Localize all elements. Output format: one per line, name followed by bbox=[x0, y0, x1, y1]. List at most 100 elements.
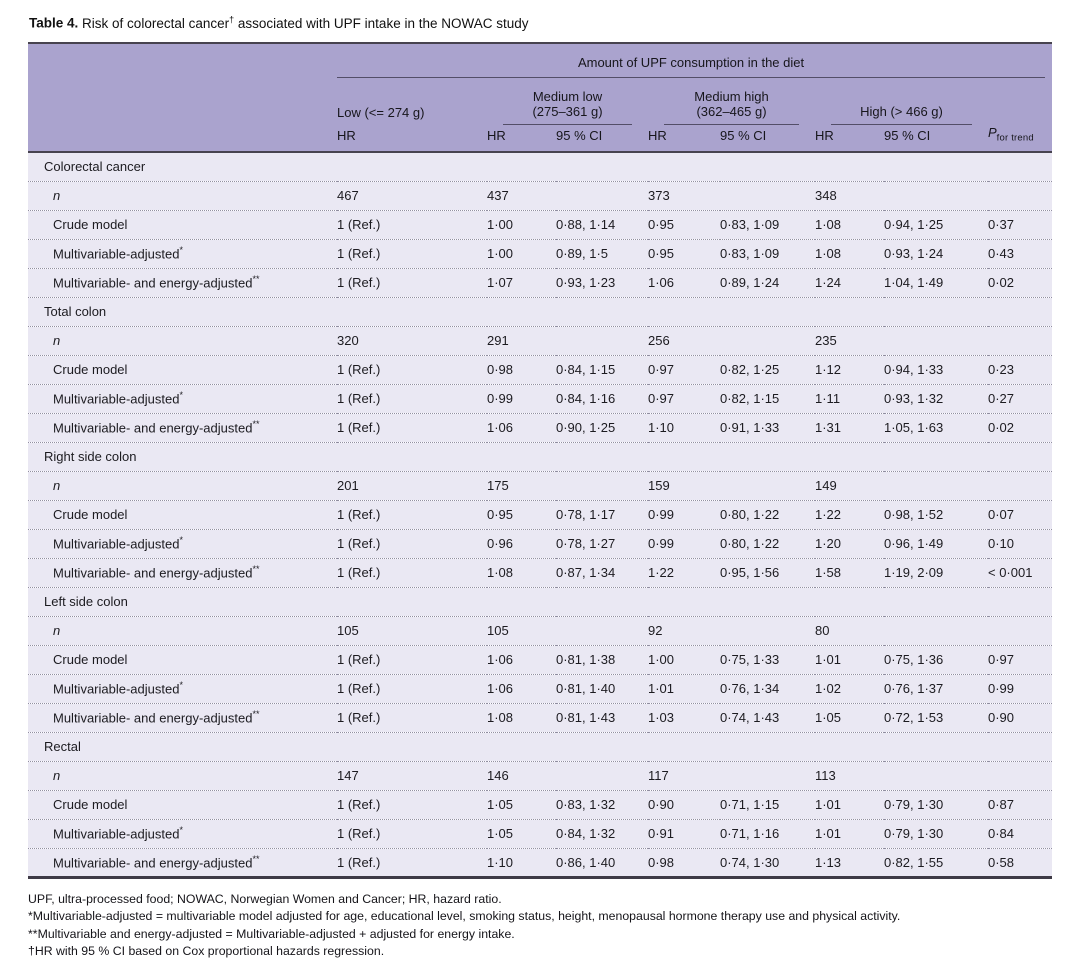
value-cell bbox=[988, 326, 1053, 356]
footnotes: UPF, ultra-processed food; NOWAC, Norweg… bbox=[28, 891, 1052, 961]
table-header: Amount of UPF consumption in the diet Lo… bbox=[28, 42, 1053, 153]
value-cell: 1 (Ref.) bbox=[337, 355, 487, 385]
value-cell: 92 bbox=[648, 616, 720, 646]
value-cell: 0·74, 1·30 bbox=[720, 848, 815, 878]
value-cell: 1·13 bbox=[815, 848, 884, 878]
value-cell: 0·43 bbox=[988, 239, 1053, 269]
value-cell: 0·93, 1·32 bbox=[884, 384, 988, 414]
value-cell: 0·10 bbox=[988, 529, 1053, 559]
subheader-hr-low: HR bbox=[337, 124, 487, 153]
spanner-heading: Amount of UPF consumption in the diet bbox=[337, 42, 1053, 79]
value-cell: 0·75, 1·33 bbox=[720, 645, 815, 675]
value-cell: 1·22 bbox=[648, 558, 720, 588]
value-cell: 1·08 bbox=[815, 239, 884, 269]
row-label: Multivariable-adjusted* bbox=[28, 529, 337, 559]
value-cell: 149 bbox=[815, 471, 884, 501]
value-cell bbox=[884, 326, 988, 356]
value-cell: 0·81, 1·43 bbox=[556, 703, 648, 733]
data-row: Multivariable- and energy-adjusted** 1 (R… bbox=[28, 413, 1053, 443]
row-label: Multivariable-adjusted* bbox=[28, 239, 337, 269]
value-cell: 0·71, 1·16 bbox=[720, 819, 815, 849]
data-row: Crude model 1 (Ref.) 0·95 0·78, 1·17 0·99 0·8… bbox=[28, 500, 1053, 530]
value-cell: 0·93, 1·23 bbox=[556, 268, 648, 298]
value-cell bbox=[720, 761, 815, 791]
value-cell: 0·96 bbox=[487, 529, 556, 559]
value-cell: 0·94, 1·33 bbox=[884, 355, 988, 385]
row-label: Multivariable- and energy-adjusted** bbox=[28, 848, 337, 878]
value-cell: 0·91 bbox=[648, 819, 720, 849]
row-label: n bbox=[28, 326, 337, 356]
data-row: Multivariable-adjusted* 1 (Ref.) 1·05 0·84,… bbox=[28, 819, 1053, 849]
table-title: Table 4. Risk of colorectal cancer† asso… bbox=[29, 11, 1052, 32]
footnote-marker: * bbox=[179, 390, 183, 401]
value-cell: 1·11 bbox=[815, 384, 884, 414]
value-cell: 1·12 bbox=[815, 355, 884, 385]
value-cell: 1·01 bbox=[648, 674, 720, 704]
value-cell: 0·90 bbox=[988, 703, 1053, 733]
value-cell: 1·06 bbox=[487, 645, 556, 675]
row-label: Crude model bbox=[28, 355, 337, 385]
value-cell bbox=[988, 761, 1053, 791]
data-row: Multivariable-adjusted* 1 (Ref.) 1·00 0·89,… bbox=[28, 239, 1053, 269]
value-cell: 0·98, 1·52 bbox=[884, 500, 988, 530]
data-row: n 320 291 256 235 bbox=[28, 326, 1053, 356]
value-cell bbox=[556, 616, 648, 646]
footnote-marker: ** bbox=[252, 564, 260, 575]
section-row: Colorectal cancer bbox=[28, 152, 1053, 182]
value-cell bbox=[556, 471, 648, 501]
value-cell: 1·05 bbox=[815, 703, 884, 733]
footnote-multivariable: *Multivariable-adjusted = multivariable … bbox=[28, 909, 901, 924]
footnote-dagger: †HR with 95 % CI based on Cox proportion… bbox=[28, 944, 385, 959]
data-row: n 105 105 92 80 bbox=[28, 616, 1053, 646]
value-cell bbox=[884, 616, 988, 646]
value-cell: 117 bbox=[648, 761, 720, 791]
value-cell: 0·80, 1·22 bbox=[720, 500, 815, 530]
value-cell: 0·75, 1·36 bbox=[884, 645, 988, 675]
value-cell: 0·79, 1·30 bbox=[884, 790, 988, 820]
row-label: n bbox=[28, 471, 337, 501]
group-heading-low: Low (<= 274 g) bbox=[337, 78, 487, 125]
value-cell: 1·00 bbox=[487, 210, 556, 240]
section-title: Rectal bbox=[28, 732, 1053, 762]
data-row: Multivariable-adjusted* 1 (Ref.) 1·06 0·81,… bbox=[28, 674, 1053, 704]
value-cell: 0·84 bbox=[988, 819, 1053, 849]
value-cell: 1·07 bbox=[487, 268, 556, 298]
value-cell: 1·22 bbox=[815, 500, 884, 530]
value-cell: 1·20 bbox=[815, 529, 884, 559]
value-cell: 1·06 bbox=[487, 674, 556, 704]
value-cell bbox=[988, 471, 1053, 501]
value-cell: 0·97 bbox=[648, 355, 720, 385]
value-cell: 235 bbox=[815, 326, 884, 356]
value-cell bbox=[884, 181, 988, 211]
group-heading-high: High (> 466 g) bbox=[815, 78, 988, 125]
value-cell: 0·82, 1·25 bbox=[720, 355, 815, 385]
value-cell: 0·71, 1·15 bbox=[720, 790, 815, 820]
subheader-ci-high: 95 % CI bbox=[884, 124, 988, 153]
value-cell: 1·05, 1·63 bbox=[884, 413, 988, 443]
header-corner-empty bbox=[28, 42, 337, 79]
section-title: Left side colon bbox=[28, 587, 1053, 617]
value-cell: 0·84, 1·16 bbox=[556, 384, 648, 414]
value-cell: 0·78, 1·27 bbox=[556, 529, 648, 559]
row-label: Multivariable- and energy-adjusted** bbox=[28, 268, 337, 298]
table-body: Colorectal cancer n 467 437 373 348 Crude mode… bbox=[28, 152, 1053, 878]
value-cell: 1 (Ref.) bbox=[337, 848, 487, 878]
value-cell: 0·98 bbox=[648, 848, 720, 878]
section-row: Right side colon bbox=[28, 442, 1053, 472]
value-cell: 0·83, 1·09 bbox=[720, 239, 815, 269]
value-cell: 1·05 bbox=[487, 819, 556, 849]
value-cell: 0·89, 1·24 bbox=[720, 268, 815, 298]
table-title-text: Risk of colorectal cancer† associated wi… bbox=[82, 14, 529, 31]
value-cell: 1·10 bbox=[648, 413, 720, 443]
value-cell: 0·74, 1·43 bbox=[720, 703, 815, 733]
value-cell: 0·84, 1·15 bbox=[556, 355, 648, 385]
value-cell bbox=[884, 761, 988, 791]
value-cell: 0·81, 1·40 bbox=[556, 674, 648, 704]
footnote-marker: * bbox=[179, 245, 183, 256]
value-cell: 0·96, 1·49 bbox=[884, 529, 988, 559]
subheader-ci-medium-low: 95 % CI bbox=[556, 124, 648, 153]
value-cell: 1·00 bbox=[648, 645, 720, 675]
value-cell: 159 bbox=[648, 471, 720, 501]
footnote-abbreviations: UPF, ultra-processed food; NOWAC, Norweg… bbox=[28, 891, 502, 906]
section-row: Left side colon bbox=[28, 587, 1053, 617]
